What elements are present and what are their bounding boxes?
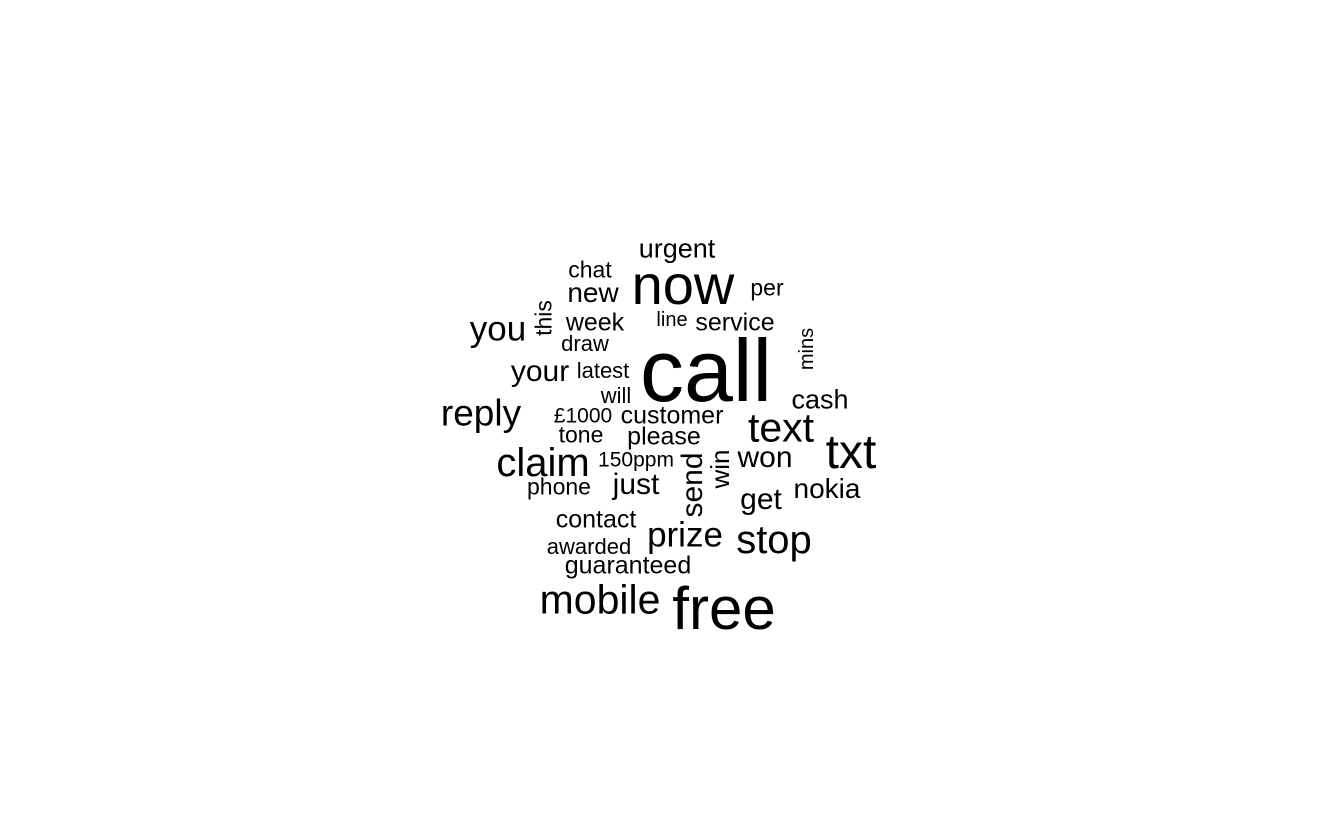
word-latest: latest: [576, 358, 630, 383]
word-mobile: mobile: [539, 576, 661, 623]
word-get: get: [740, 483, 782, 516]
word-urgent: urgent: [638, 233, 716, 264]
word-prize: prize: [647, 515, 723, 555]
word-week: week: [565, 308, 625, 337]
word-draw: draw: [561, 331, 609, 356]
word-nokia: nokia: [793, 473, 861, 504]
word-claim: claim: [496, 441, 590, 485]
word-stop: stop: [736, 518, 812, 562]
word-guaranteed: guaranteed: [564, 551, 692, 580]
word-cash: cash: [791, 384, 849, 415]
word-new: new: [567, 277, 619, 308]
word-chat: chat: [568, 256, 612, 283]
word-pound1000: £1000: [553, 404, 613, 428]
word-you: you: [469, 309, 527, 349]
word-will: will: [600, 383, 632, 408]
word-per: per: [750, 274, 784, 301]
word-call: call: [639, 321, 773, 420]
word-tone: tone: [558, 421, 604, 448]
word-mins: mins: [796, 327, 818, 371]
word-won: won: [737, 441, 793, 474]
word-contact: contact: [555, 505, 637, 534]
word-customer: customer: [620, 401, 724, 430]
word-reply: reply: [440, 392, 522, 434]
word-phone: phone: [527, 473, 591, 500]
word-this: this: [530, 300, 557, 336]
word-150ppm: 150ppm: [598, 448, 674, 472]
word-awarded: awarded: [546, 534, 632, 559]
word-txt: txt: [825, 426, 877, 479]
word-line: line: [656, 309, 688, 331]
word-text: text: [747, 404, 815, 451]
word-service: service: [695, 308, 775, 337]
word-just: just: [612, 468, 660, 501]
word-please: please: [627, 422, 701, 451]
word-free: free: [672, 575, 776, 642]
word-win: win: [705, 449, 735, 489]
word-send: send: [676, 452, 709, 518]
word-your: your: [510, 355, 570, 388]
word-now: now: [631, 253, 735, 316]
